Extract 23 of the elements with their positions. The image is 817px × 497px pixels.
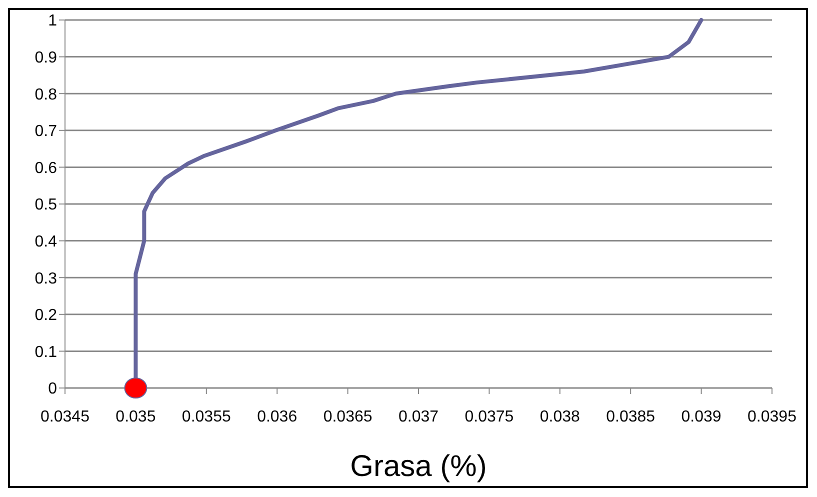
y-tick-label: 0.3 (34, 270, 58, 288)
x-tick-label: 0.0385 (606, 408, 656, 426)
x-tick-label: 0.038 (540, 408, 580, 426)
x-tick-label: 0.037 (398, 408, 439, 426)
x-tick-label: 0.0345 (40, 408, 90, 426)
y-tick-label: 0.8 (34, 86, 58, 104)
y-tick-label: 0.7 (34, 123, 58, 140)
x-axis-title: Grasa (%) (350, 450, 487, 483)
x-tick-label: 0.039 (681, 408, 722, 426)
x-tick-label: 0.0395 (748, 408, 797, 426)
y-tick-label: 0.9 (34, 49, 58, 66)
x-tick-label: 0.0355 (182, 408, 231, 426)
y-tick-label: 0.1 (34, 344, 58, 361)
y-tick-label: 0.6 (34, 160, 58, 177)
y-tick-label: 0 (48, 380, 58, 398)
x-tick-label: 0.0365 (323, 408, 372, 426)
x-tick-label: 0.036 (257, 408, 298, 426)
x-tick-label: 0.0375 (464, 408, 514, 426)
y-tick-label: 0.5 (34, 196, 58, 214)
y-tick-label: 0.4 (34, 233, 58, 250)
y-tick-label: 1 (48, 12, 58, 30)
x-tick-label: 0.035 (116, 408, 156, 426)
y-tick-label: 0.2 (34, 307, 58, 324)
